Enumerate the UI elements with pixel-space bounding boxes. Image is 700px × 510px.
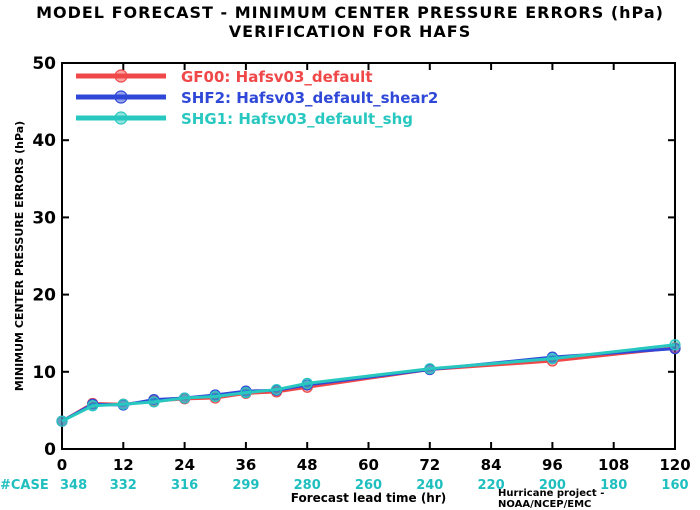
x-tick-label: 72	[419, 456, 440, 474]
y-tick-label: 40	[32, 131, 56, 151]
legend-entry: SHG1: Hafsv03_default_shg	[76, 110, 413, 128]
case-count-value: 260	[355, 478, 382, 493]
x-tick-label: 120	[659, 456, 690, 474]
y-axis-label: MINIMUM CENTER PRESSURE ERRORS (hPa)	[13, 121, 26, 391]
data-point	[546, 353, 559, 365]
legend-label: GF00: Hafsv03_default	[181, 68, 372, 86]
data-point	[179, 392, 191, 404]
x-tick-label: 24	[174, 456, 195, 474]
x-tick-label: 48	[297, 456, 318, 474]
series-line	[61, 343, 676, 423]
legend-entry: SHF2: Hafsv03_default_shear2	[76, 89, 438, 107]
legend-label: SHF2: Hafsv03_default_shear2	[181, 89, 438, 107]
legend-entry: GF00: Hafsv03_default	[76, 68, 372, 86]
case-count-value: 332	[110, 478, 137, 493]
case-count-value: 160	[661, 478, 688, 493]
case-count-label: #CASE	[0, 478, 49, 493]
case-count-value: 220	[478, 478, 505, 493]
case-count-value: 240	[416, 478, 443, 493]
x-tick-label: 36	[235, 456, 256, 474]
data-point	[240, 387, 252, 399]
legend-swatch-marker	[114, 69, 128, 83]
case-count-value: 200	[539, 478, 566, 493]
x-tick-label: 60	[358, 456, 379, 474]
case-count-value: 280	[294, 478, 321, 493]
data-point	[87, 400, 99, 412]
chart-title: MODEL FORECAST - MINIMUM CENTER PRESSURE…	[36, 3, 664, 22]
credit-text: Hurricane project - NOAA/NCEP/EMC	[498, 488, 605, 510]
data-point	[56, 415, 68, 427]
data-point	[301, 377, 313, 389]
y-tick-label: 20	[32, 286, 56, 306]
data-point	[209, 390, 221, 403]
legend-label: SHG1: Hafsv03_default_shg	[181, 110, 413, 128]
series-line	[61, 346, 676, 423]
x-tick-label: 0	[57, 456, 67, 474]
case-count-value: 180	[600, 478, 627, 493]
data-point	[270, 383, 283, 396]
x-tick-label: 108	[598, 456, 629, 474]
case-count-value: 348	[60, 478, 87, 493]
series-2	[56, 339, 681, 427]
y-tick-label: 30	[32, 208, 56, 228]
data-point	[117, 398, 129, 410]
x-tick-label: 12	[113, 456, 134, 474]
case-count-value: 316	[171, 478, 198, 493]
y-tick-label: 50	[32, 54, 56, 74]
chart-subtitle: VERIFICATION FOR HAFS	[228, 22, 472, 41]
data-point	[424, 363, 436, 375]
y-tick-label: 10	[32, 363, 56, 383]
series-line	[61, 347, 676, 423]
x-tick-label: 96	[542, 456, 563, 474]
data-point	[669, 339, 681, 351]
legend-swatch-marker	[114, 90, 128, 104]
data-point	[148, 396, 160, 408]
case-count-value: 299	[232, 478, 259, 493]
legend-swatch-marker	[114, 111, 128, 125]
x-axis-label: Forecast lead time (hr)	[291, 491, 447, 505]
x-tick-label: 84	[481, 456, 502, 474]
y-tick-label: 0	[44, 440, 56, 460]
